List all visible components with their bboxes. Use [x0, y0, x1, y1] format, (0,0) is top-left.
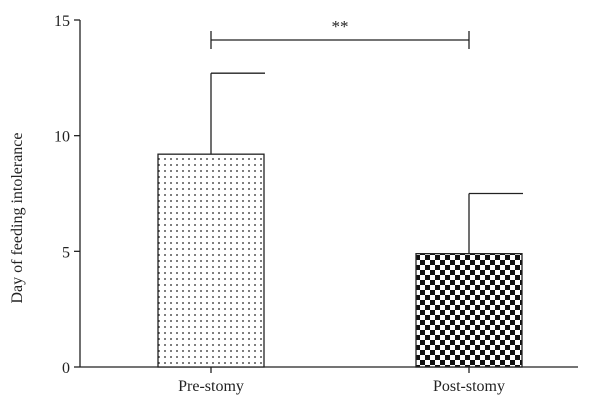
y-axis-label: Day of feeding intolerance [9, 132, 26, 303]
significance-bracket: ** [210, 17, 470, 49]
y-tick-label: 10 [54, 129, 70, 146]
x-tick-label: Pre-stomy [178, 378, 244, 395]
y-tick-label: 0 [62, 360, 70, 377]
category-labels: Pre-stomy Post-stomy [178, 378, 505, 395]
error-bars [210, 72, 523, 254]
bar-post-stomy [415, 252, 523, 368]
y-tick-label: 15 [54, 13, 70, 30]
bars [157, 153, 523, 368]
y-tick-label: 5 [62, 244, 70, 261]
x-tick-label: Post-stomy [433, 378, 505, 395]
significance-label: ** [332, 17, 349, 36]
bar-pre-stomy [157, 153, 265, 368]
